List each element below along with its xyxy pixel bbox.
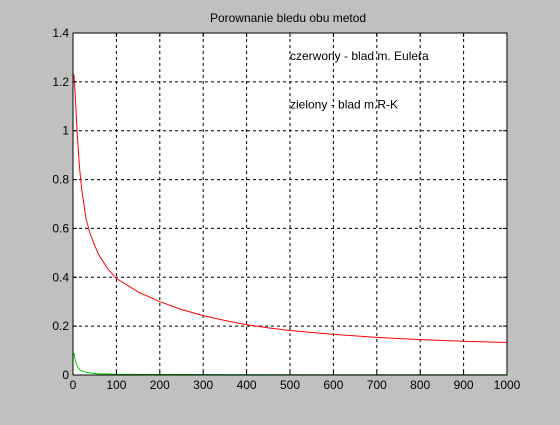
annotation-1: czerwony - blad m. Eulera	[290, 49, 429, 63]
y-tick-label: 0.2	[52, 319, 69, 333]
x-tick-label: 1000	[494, 378, 521, 392]
grid	[73, 33, 507, 375]
y-tick-label: 1	[62, 124, 69, 138]
x-tick-label: 300	[193, 378, 213, 392]
x-tick-label: 100	[106, 378, 126, 392]
y-tick-label: 0	[62, 368, 69, 382]
y-tick-label: 0.8	[52, 173, 69, 187]
tick-layer: 0 100 200 300 400 500 600 700 800 900 1000 0 0.2 0.4 0…	[52, 26, 520, 392]
x-tick-label: 500	[280, 378, 300, 392]
y-tick-label: 0.4	[52, 270, 69, 284]
y-tick-label: 1.2	[52, 75, 69, 89]
y-tick-label: 0.6	[52, 221, 69, 235]
annotation-2: zielony - blad m.R-K	[290, 98, 398, 112]
chart-title: Porownanie bledu obu metod	[210, 11, 366, 25]
y-tick-label: 1.4	[52, 26, 69, 40]
x-tick-label: 900	[454, 378, 474, 392]
x-tick-label: 200	[150, 378, 170, 392]
x-tick-label: 0	[70, 378, 77, 392]
x-tick-label: 700	[367, 378, 387, 392]
annotation-layer: czerwony - blad m. Eulera zielony - blad …	[290, 49, 429, 112]
series-line-red	[73, 74, 508, 343]
x-tick-label: 400	[237, 378, 257, 392]
x-tick-label: 800	[410, 378, 430, 392]
x-tick-label: 600	[323, 378, 343, 392]
